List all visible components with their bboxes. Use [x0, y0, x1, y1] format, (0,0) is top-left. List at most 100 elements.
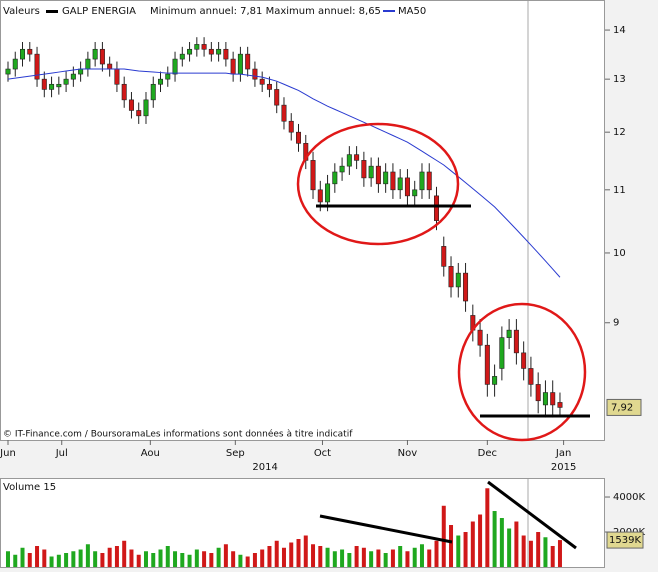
candle-body: [194, 44, 200, 50]
volume-bar: [296, 539, 301, 567]
candle-body: [375, 165, 381, 185]
candle-body: [506, 329, 512, 338]
candle-body: [63, 78, 69, 85]
x-tick-label: Nov: [398, 448, 418, 459]
candle-body: [448, 266, 454, 288]
volume-bar: [340, 549, 345, 567]
volume-bar: [405, 551, 410, 567]
legend-entry: MA50: [398, 6, 426, 17]
last-price-box: [606, 398, 642, 416]
candle-body: [128, 99, 134, 111]
candle-body: [56, 83, 62, 88]
candle-body: [346, 154, 352, 167]
candle-body: [187, 48, 193, 55]
annotation-circle: [296, 122, 460, 246]
volume-bar: [514, 521, 519, 567]
candle-body: [513, 329, 519, 354]
legend-label: Valeurs: [3, 6, 40, 17]
volume-bar: [129, 549, 134, 567]
candle-body: [361, 160, 367, 179]
candle-body: [484, 344, 490, 385]
candle-body: [252, 68, 258, 80]
candle-body: [463, 272, 469, 302]
volume-bar: [252, 553, 257, 567]
volume-bar: [289, 542, 294, 567]
candle-body: [535, 384, 541, 402]
volume-bar: [85, 544, 90, 567]
volume-bar: [492, 511, 497, 567]
volume-bar: [398, 546, 403, 567]
candle-body: [528, 368, 534, 385]
x-tick-label: Jul: [55, 448, 68, 459]
volume-bar: [187, 554, 192, 567]
volume-bar: [231, 551, 236, 567]
candle-body: [339, 165, 345, 173]
volume-bar: [223, 544, 228, 567]
candle-body: [216, 48, 222, 55]
volume-bar: [245, 556, 250, 567]
candle-body: [158, 78, 164, 85]
candle-body: [78, 68, 84, 75]
year-label: 2015: [551, 462, 576, 473]
candle-body: [557, 402, 563, 408]
volume-bar: [107, 547, 112, 567]
volume-bar: [136, 554, 141, 567]
volume-panel: [0, 478, 605, 568]
volume-bar: [209, 553, 214, 567]
candle-body: [245, 53, 251, 70]
ma-line: [7, 68, 561, 278]
legend-swatch: [383, 10, 395, 12]
volume-bar: [369, 551, 374, 567]
candle-body: [41, 78, 47, 90]
candle-body: [107, 63, 113, 70]
volume-bar: [427, 549, 432, 567]
candle-body: [266, 83, 272, 90]
candle-body: [85, 58, 91, 70]
volume-bar: [419, 544, 424, 567]
volume-bar: [20, 547, 25, 567]
volume-bar: [449, 525, 454, 567]
candle-body: [165, 73, 171, 80]
volume-bar: [151, 553, 156, 567]
volume-bar: [347, 553, 352, 567]
year-label: 2014: [252, 462, 277, 473]
candle-body: [550, 392, 556, 406]
candle-body: [201, 44, 207, 50]
volume-bar: [376, 549, 381, 567]
last-volume-label: 1539K: [609, 535, 641, 546]
volume-bar: [325, 547, 330, 567]
candle-body: [455, 272, 461, 288]
candle-body: [390, 171, 396, 191]
candle-body: [121, 83, 127, 101]
candle-body: [426, 171, 432, 191]
x-tick-label: Jan: [555, 448, 571, 459]
volume-bar: [13, 554, 18, 567]
volume-bar: [528, 540, 533, 567]
candle-body: [404, 177, 410, 197]
volume-bar: [311, 544, 316, 567]
volume-bar: [281, 547, 286, 567]
volume-bar: [412, 547, 417, 567]
candle-body: [397, 177, 403, 191]
candle-body: [70, 73, 76, 80]
volume-bar: [35, 546, 40, 567]
volume-bar: [49, 556, 54, 567]
volume-bar: [216, 547, 221, 567]
candle-body: [259, 78, 265, 85]
candle-body: [434, 195, 440, 221]
volume-bar: [100, 553, 105, 567]
legend-swatch: [46, 10, 58, 13]
volume-bar: [122, 540, 127, 567]
volume-bar: [267, 546, 272, 567]
candle-body: [441, 246, 447, 267]
candle-body: [521, 352, 527, 369]
volume-bar: [165, 546, 170, 567]
candle-body: [281, 104, 287, 122]
volume-bar: [485, 488, 490, 567]
volume-bar: [354, 546, 359, 567]
candle-body: [114, 68, 120, 85]
volume-bar: [260, 549, 265, 567]
x-tick-label: Dec: [478, 448, 497, 459]
source: © IT-Finance.com / BoursoramaLes informa…: [3, 429, 353, 440]
volume-bar: [550, 546, 555, 567]
